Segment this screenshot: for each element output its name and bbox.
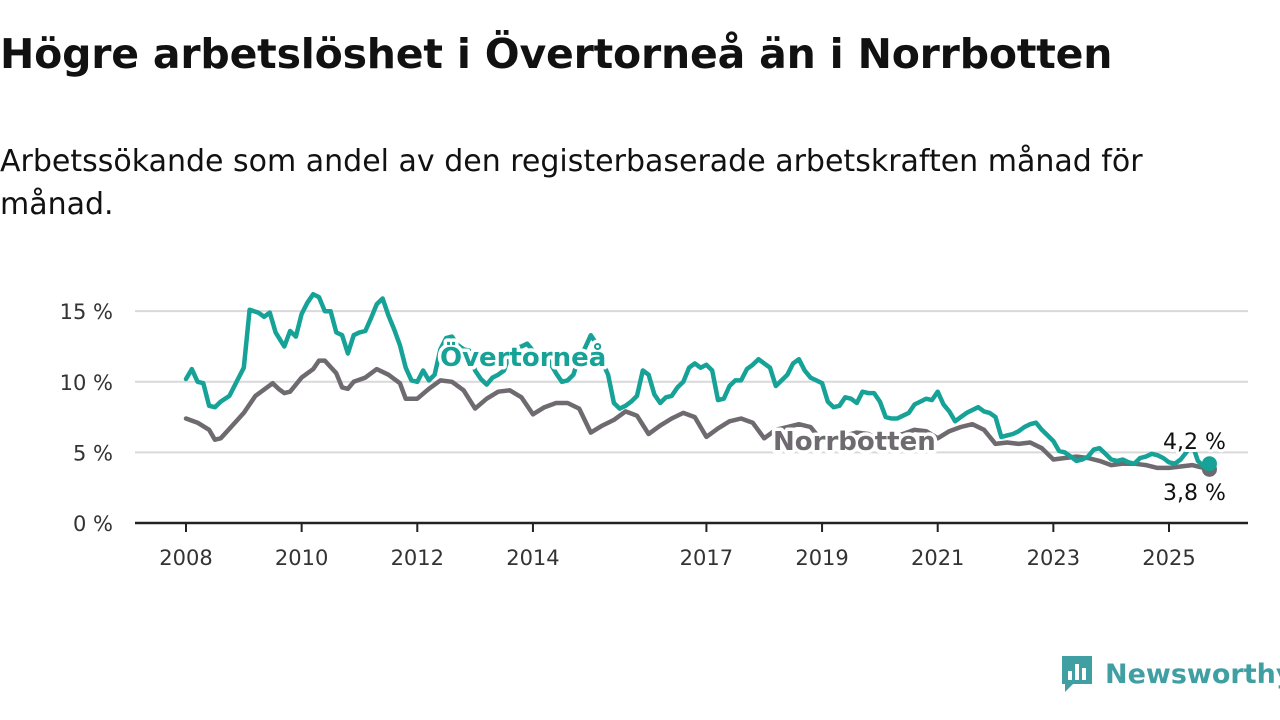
x-tick-label: 2012 <box>391 546 444 570</box>
y-tick-label: 10 % <box>60 371 113 395</box>
y-tick-label: 5 % <box>73 441 113 465</box>
bar-chart-logo-icon <box>1062 656 1092 692</box>
x-tick-label: 2014 <box>506 546 559 570</box>
x-tick-label: 2008 <box>159 546 212 570</box>
x-tick-label: 2021 <box>911 546 964 570</box>
end-label-norrbotten: 3,8 % <box>1163 481 1226 506</box>
chart-title: Högre arbetslöshet i Övertorneå än i Nor… <box>0 30 1113 78</box>
svg-text:Övertorneå: Övertorneå <box>440 340 606 373</box>
series-line-overtornea <box>183 291 1212 469</box>
x-tick-label: 2025 <box>1142 546 1195 570</box>
end-point-overtornea <box>1201 456 1217 472</box>
y-tick-label: 15 % <box>60 300 113 324</box>
svg-text:Norrbotten: Norrbotten <box>773 427 936 457</box>
y-tick-label: 0 % <box>73 512 113 536</box>
svg-text:3,8 %: 3,8 % <box>1163 481 1226 506</box>
series-line-norrbotten <box>183 358 1212 472</box>
brand-name: Newsworthy <box>1105 658 1280 690</box>
brand-logo: Newsworthy <box>1059 654 1280 694</box>
x-tick-label: 2023 <box>1027 546 1080 570</box>
svg-text:4,2 %: 4,2 % <box>1163 430 1226 455</box>
x-tick-label: 2019 <box>795 546 848 570</box>
series-label-overtornea: Övertorneå <box>440 340 606 373</box>
x-tick-label: 2017 <box>680 546 733 570</box>
line-chart: 0 % 5 % 10 % 15 % 2008 2010 2012 2014 2017 2019 20… <box>60 291 1248 570</box>
x-tick-label: 2010 <box>275 546 328 570</box>
end-label-overtornea: 4,2 % <box>1163 430 1226 455</box>
series-label-norrbotten: Norrbotten <box>773 427 936 457</box>
chart-subtitle: Arbetssökande som andel av den registerb… <box>0 144 1143 222</box>
